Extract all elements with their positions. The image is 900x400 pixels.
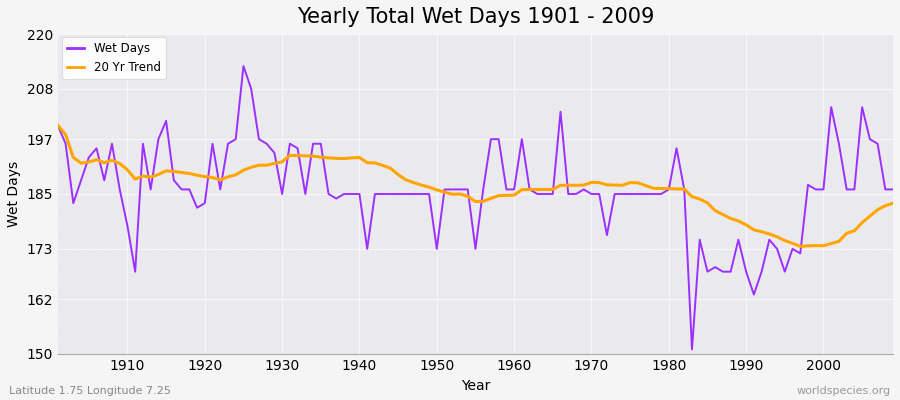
20 Yr Trend — [601, 182, 612, 187]
Wet Days — [238, 64, 249, 68]
Wet Days — [687, 347, 698, 352]
Line: Wet Days: Wet Days — [58, 66, 893, 349]
Wet Days — [517, 137, 527, 142]
20 Yr Trend — [508, 193, 519, 198]
20 Yr Trend — [331, 156, 342, 161]
Line: 20 Yr Trend: 20 Yr Trend — [58, 126, 893, 246]
Wet Days — [292, 146, 303, 151]
20 Yr Trend — [795, 244, 806, 249]
Y-axis label: Wet Days: Wet Days — [7, 161, 21, 227]
Text: Latitude 1.75 Longitude 7.25: Latitude 1.75 Longitude 7.25 — [9, 386, 171, 396]
Wet Days — [887, 187, 898, 192]
20 Yr Trend — [284, 153, 295, 158]
Text: worldspecies.org: worldspecies.org — [796, 386, 891, 396]
Legend: Wet Days, 20 Yr Trend: Wet Days, 20 Yr Trend — [62, 37, 166, 79]
X-axis label: Year: Year — [461, 379, 491, 393]
Wet Days — [114, 187, 125, 192]
20 Yr Trend — [887, 201, 898, 206]
Wet Days — [508, 187, 519, 192]
Wet Days — [52, 123, 63, 128]
Title: Yearly Total Wet Days 1901 - 2009: Yearly Total Wet Days 1901 - 2009 — [297, 7, 654, 27]
20 Yr Trend — [114, 161, 125, 166]
20 Yr Trend — [52, 123, 63, 128]
Wet Days — [338, 192, 349, 196]
20 Yr Trend — [501, 193, 512, 198]
Wet Days — [609, 192, 620, 196]
